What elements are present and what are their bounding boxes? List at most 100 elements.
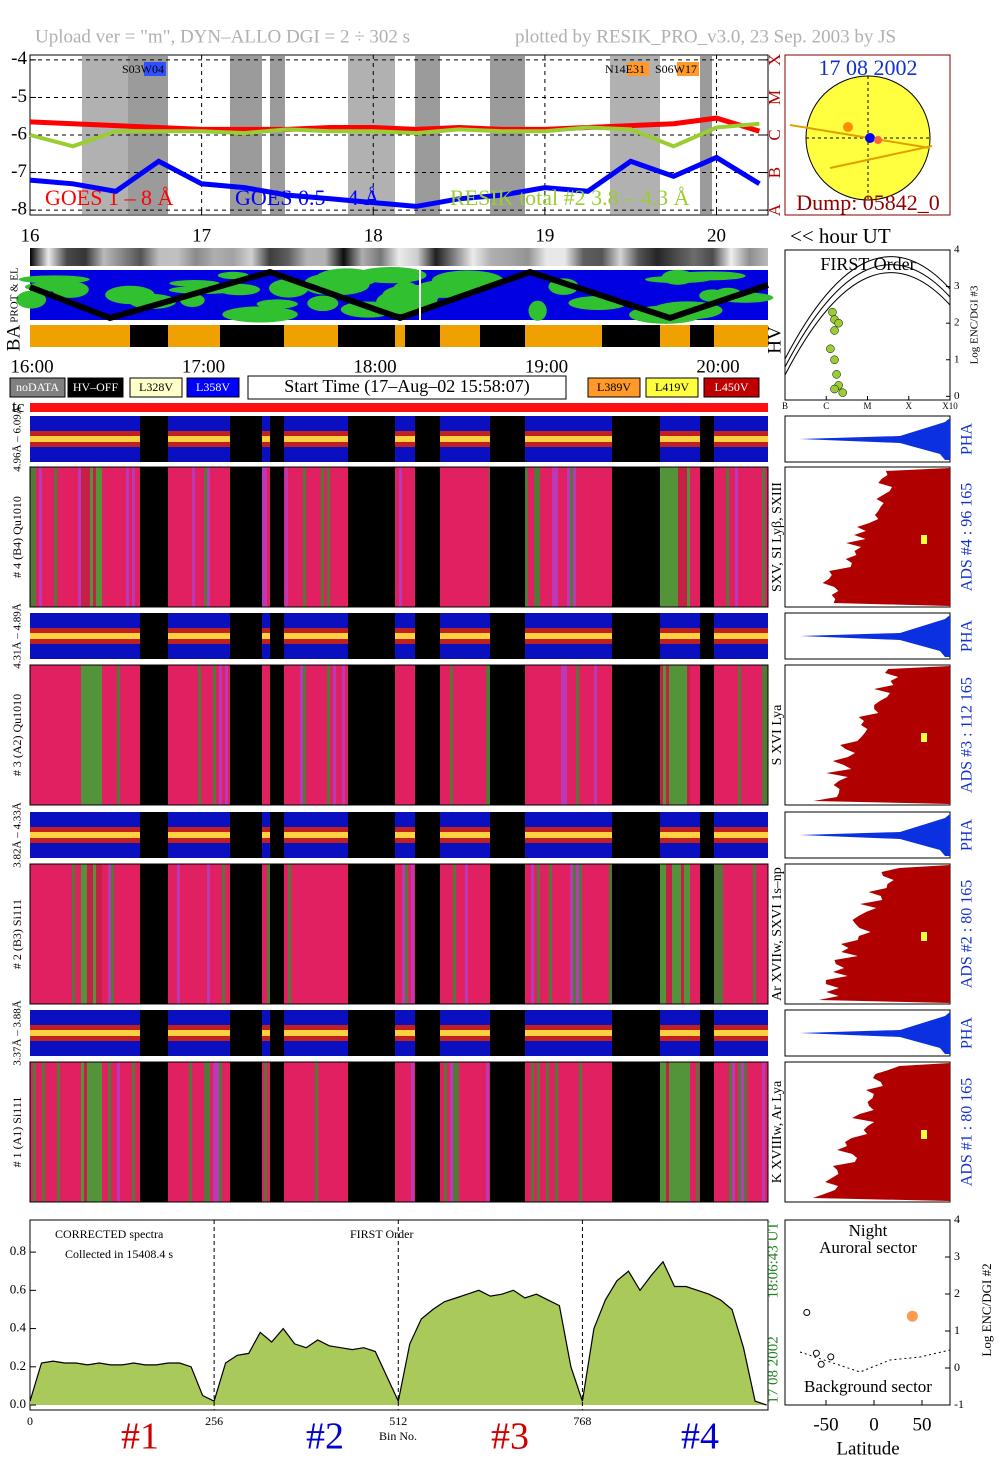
data-gap (612, 416, 660, 462)
data-gap (490, 812, 525, 858)
y-tick-label: 0.6 (10, 1281, 27, 1296)
data-gap (348, 416, 395, 462)
scatter-point (830, 384, 839, 394)
ads-stripe (696, 1062, 699, 1202)
ads-stripe (57, 1062, 60, 1202)
ads-stripe (90, 665, 93, 805)
time-label: 18:00 (353, 356, 396, 377)
pha-band (30, 1030, 768, 1036)
x-tick-label: 18 (364, 225, 383, 246)
data-gap (140, 1062, 168, 1202)
legend-entry: GOES 0.5 – 4 Å (235, 185, 380, 210)
annotation-box (144, 62, 166, 76)
y-tick-label: 2 (954, 317, 960, 329)
active-region (874, 136, 882, 144)
strip-label: HV (764, 326, 785, 354)
ads-stripe (672, 467, 675, 607)
y2-tick-label: M (765, 90, 784, 105)
x-tick-label: B (782, 401, 788, 411)
y2-tick-label: A (765, 203, 784, 216)
annotation: S06W17 (655, 62, 697, 76)
annotation: CORRECTED spectra (55, 1227, 164, 1241)
ads-stripe (81, 864, 84, 1004)
data-gap (348, 1062, 395, 1202)
ads-stripe (84, 665, 87, 805)
data-gap (490, 416, 525, 462)
ads-stripe (81, 1062, 84, 1202)
ba-strip (30, 325, 768, 347)
ads-stripe (549, 864, 552, 1004)
data-gap (490, 1062, 525, 1202)
ads-frame (29, 466, 769, 608)
ads-stripe (39, 467, 42, 607)
ads-stripe (576, 665, 579, 805)
ads-stripe (564, 665, 567, 805)
scatter-point (906, 1310, 918, 1322)
ads-stripe (93, 467, 96, 607)
x-tick-label: 512 (389, 1414, 407, 1428)
land-mass (307, 295, 339, 312)
ads-stripe (42, 1062, 45, 1202)
ads-stripe (30, 467, 33, 607)
pha-band (30, 633, 768, 639)
ads-stripe (594, 665, 597, 805)
annotation: S03W04 (122, 62, 164, 76)
ads-stripe (684, 467, 687, 607)
ads-stripe (762, 665, 765, 805)
ads-stripe (267, 864, 270, 1004)
ads-stripe (90, 1062, 93, 1202)
ads-profile (822, 468, 950, 606)
series-line (29, 121, 760, 149)
legend-entry: L389V (597, 380, 631, 394)
ads-stripe (327, 467, 330, 607)
ads-stripe (99, 467, 102, 607)
y-tick-label: -8 (11, 198, 27, 219)
ads-stripe (204, 467, 207, 607)
data-gap (612, 812, 660, 858)
annotation-box (627, 62, 649, 76)
active-region (865, 133, 875, 143)
channel-name: # 4 (B4) Qu1010 (10, 496, 24, 578)
ads-stripe (687, 864, 690, 1004)
scatter-point (828, 307, 837, 317)
segment-label: #2 (306, 1416, 344, 1458)
data-gap (270, 613, 284, 659)
tc-bar (30, 403, 768, 412)
sun-date: 17 08 2002 (819, 55, 918, 80)
data-gap (415, 1010, 440, 1056)
scatter-point (838, 388, 847, 397)
ads-stripe (411, 1062, 414, 1202)
ads-stripe (99, 864, 102, 1004)
ads-stripe (450, 665, 453, 805)
data-gap (490, 613, 525, 659)
data-gap (270, 812, 284, 858)
data-gap (700, 864, 714, 1004)
x-tick-label: 50 (912, 1414, 931, 1435)
shaded-band (270, 56, 285, 214)
ba-gap (602, 325, 660, 347)
y-tick-label: 4 (954, 1212, 960, 1226)
ads-stripe (333, 665, 336, 805)
ads-stripe (315, 1062, 318, 1202)
ads-stripe (87, 1062, 90, 1202)
scatter-point (832, 370, 841, 379)
scatter-point (834, 318, 843, 328)
ads-stripe (537, 467, 540, 607)
ads-stripe (681, 864, 684, 1004)
start-time: Start Time (17–Aug–02 15:58:07) (284, 376, 530, 397)
y-tick-label: 1 (954, 1323, 960, 1337)
data-gap (270, 665, 284, 805)
ads-stripe (93, 1062, 96, 1202)
ads-stripe (666, 665, 669, 805)
ads-stripe (87, 467, 90, 607)
legend-swatch (703, 377, 760, 398)
data-gap (612, 613, 660, 659)
data-gap (230, 416, 262, 462)
ads-stripe (213, 665, 216, 805)
ads-stripe (681, 665, 684, 805)
segment-label: #4 (681, 1416, 719, 1458)
y-tick-label: -7 (11, 161, 27, 182)
y-tick-label: 0.4 (10, 1320, 27, 1335)
x-axis-label: Bin No. (379, 1429, 417, 1443)
x-tick-label: M (863, 401, 871, 411)
